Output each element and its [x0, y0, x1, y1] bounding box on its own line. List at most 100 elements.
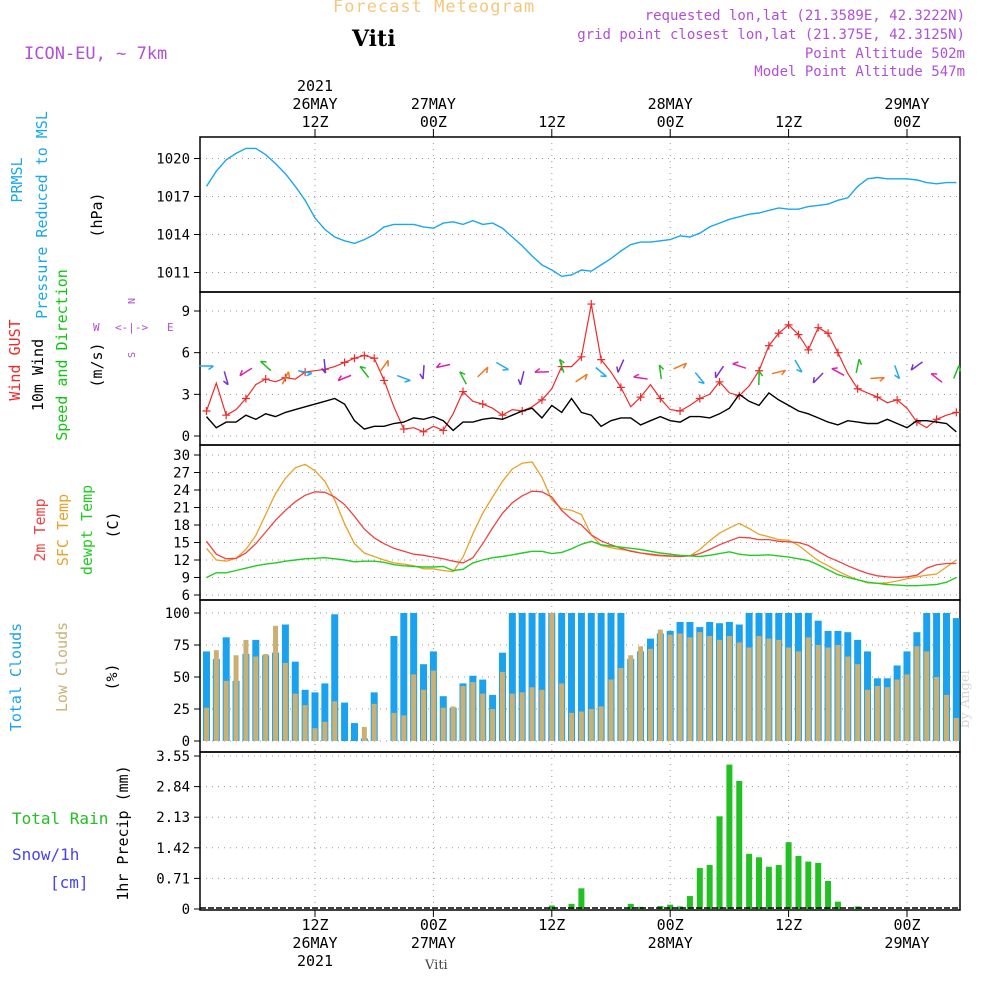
gust-marker: [370, 354, 379, 363]
wind-arrow: [714, 365, 725, 379]
pressure-unit: (hPa): [88, 192, 106, 237]
wind-arrow: [199, 365, 214, 371]
rain-bar: [765, 866, 772, 909]
low-cloud-bar: [549, 613, 555, 741]
gust-marker: [873, 393, 882, 402]
low-cloud-bar: [795, 651, 801, 741]
gust-marker: [656, 394, 665, 403]
low-cloud-bar: [677, 633, 683, 741]
y-tick-label: 0: [182, 734, 190, 750]
y-tick-label: 75: [173, 638, 190, 654]
low-cloud-bar: [628, 655, 634, 741]
low-cloud-bar: [825, 647, 831, 741]
bottom-time-label: 27MAY: [411, 934, 456, 952]
wind-arrow: [658, 364, 665, 380]
gust-marker: [222, 411, 231, 420]
low-cloud-bar: [243, 639, 249, 741]
low-cloud-bar: [874, 685, 880, 741]
wind-arrow: [222, 371, 229, 386]
low-cloud-bar: [943, 694, 949, 741]
wind-arrow: [694, 372, 705, 385]
low-cloud-bar: [647, 648, 653, 741]
rain-bar: [746, 853, 753, 909]
sfc-temp-line: [206, 461, 957, 584]
wind-arrow: [239, 367, 253, 377]
panel-frame: [199, 136, 961, 293]
gust-marker: [419, 427, 428, 436]
y-tick-label: 50: [173, 670, 190, 686]
total-cloud-bar: [587, 613, 595, 741]
low-cloud-bar: [361, 726, 367, 741]
total-rain-label: Total Rain: [12, 809, 108, 828]
low-cloud-bar: [588, 709, 594, 741]
rain-bar: [736, 780, 743, 909]
total-cloud-bar: [331, 614, 339, 741]
y-tick-label: 30: [173, 448, 190, 464]
low-cloud-bar: [223, 680, 229, 741]
low-cloud-bar: [697, 632, 703, 741]
gust-marker: [616, 383, 625, 392]
pressure-label-short: PRMSL: [8, 157, 26, 202]
low-cloud-bar: [539, 689, 545, 741]
y-tick-label: 24: [173, 483, 190, 499]
rain-bar: [756, 857, 762, 909]
wind-arrow: [633, 373, 648, 380]
wind-arrow: [259, 360, 272, 372]
bottom-time-label: 00Z: [893, 916, 920, 934]
gust-marker: [597, 355, 606, 364]
gust-marker: [439, 426, 448, 435]
top-time-label: 00Z: [893, 113, 920, 131]
gust-marker: [804, 345, 813, 354]
point-altitude: Point Altitude 502m: [804, 46, 965, 62]
low-cloud-bar: [529, 687, 535, 741]
y-tick-label: 3.55: [156, 749, 190, 765]
wind-arrow: [321, 358, 327, 374]
low-cloud-bar: [450, 706, 456, 741]
y-tick-label: 25: [173, 702, 190, 718]
y-tick-label: 1011: [156, 266, 190, 282]
compass-arrows: <-|->: [115, 321, 148, 334]
low-cloud-bar: [914, 646, 920, 741]
total-cloud-bar: [952, 618, 960, 741]
wind-arrow: [419, 364, 425, 380]
total-cloud-bar: [400, 613, 408, 741]
low-cloud-bar: [322, 721, 328, 741]
low-cloud-bar: [440, 707, 446, 741]
wind-arrow: [435, 362, 451, 369]
low-cloud-bar: [835, 645, 841, 741]
gust-marker: [459, 387, 467, 396]
top-time-label: 2021: [297, 77, 333, 95]
top-time-label: 12Z: [538, 113, 565, 131]
bottom-time-label: 26MAY: [292, 934, 337, 952]
wind-arrow: [396, 374, 411, 383]
low-cloud-bar: [559, 683, 565, 741]
total-cloud-bar: [528, 613, 536, 741]
wind-arrow: [910, 361, 923, 371]
wind-arrow: [517, 371, 525, 386]
wind-label: 10m Wind: [29, 339, 47, 411]
model-name: ICON-EU, ~ 7km: [24, 44, 168, 64]
wind-arrow: [794, 359, 803, 373]
top-time-label: 28MAY: [648, 95, 693, 113]
pressure-line: [205, 147, 957, 278]
low-cloud-bar: [578, 711, 584, 741]
total-clouds-label: Total Clouds: [7, 623, 25, 731]
low-cloud-bar: [638, 646, 644, 741]
low-cloud-bar: [746, 647, 752, 741]
low-cloud-bar: [707, 636, 713, 741]
gust-marker: [814, 323, 823, 332]
wind-arrow: [771, 369, 787, 376]
wind-arrow: [894, 365, 901, 380]
top-time-label: 27MAY: [411, 95, 456, 113]
y-tick-label: 9: [182, 304, 190, 320]
y-tick-label: 6: [182, 588, 190, 604]
wind-arrow: [298, 370, 313, 377]
low-clouds-label: Low Clouds: [53, 622, 71, 712]
gust-marker: [340, 358, 349, 367]
gust-marker: [695, 394, 704, 403]
temp-unit: (C): [104, 511, 122, 538]
low-cloud-bar: [233, 655, 239, 741]
low-cloud-bar: [855, 664, 861, 741]
y-tick-label: 0.71: [156, 871, 190, 887]
